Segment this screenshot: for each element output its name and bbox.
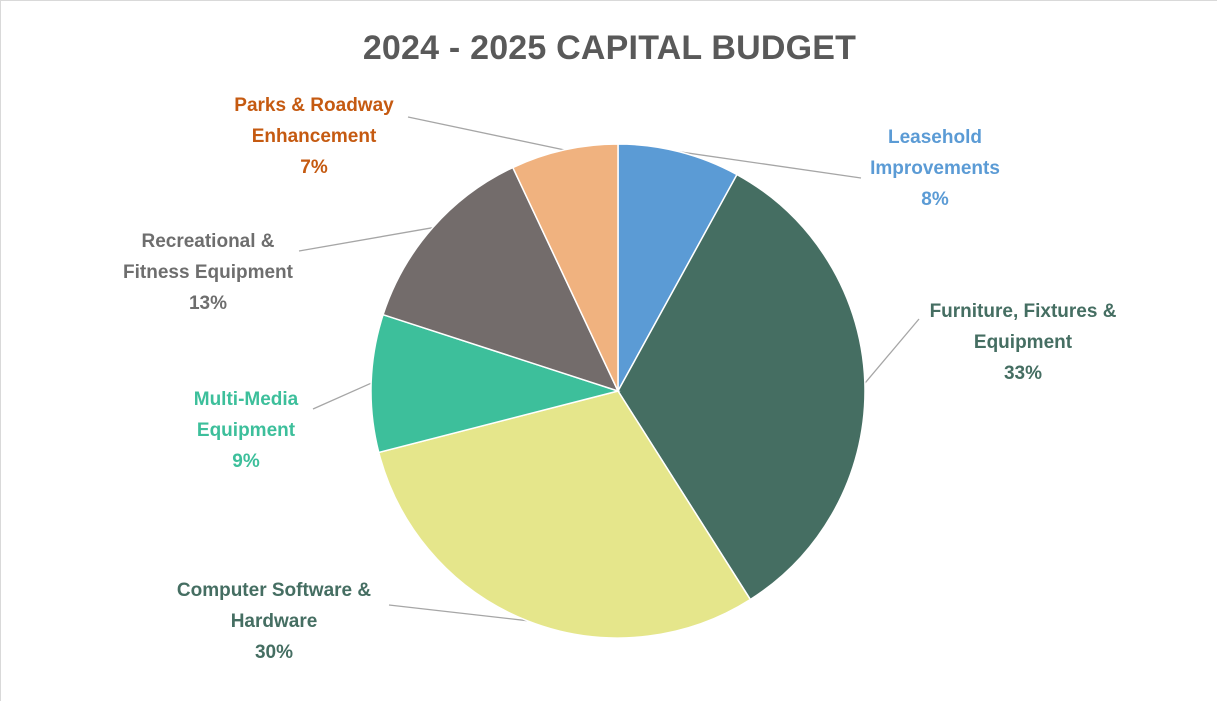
slice-category-label: Equipment bbox=[197, 420, 296, 441]
slice-label: Multi-Media Equipment 9% bbox=[194, 389, 299, 472]
slice-category-label: Fitness Equipment bbox=[123, 262, 294, 283]
slice-label: Leasehold Improvements 8% bbox=[870, 127, 1000, 210]
leader-line bbox=[407, 116, 565, 151]
pie-slice-furniture-fixtures-equipment bbox=[617, 173, 866, 601]
slice-label: Furniture, Fixtures & Equipment 33% bbox=[930, 301, 1117, 384]
leader-line bbox=[679, 151, 862, 179]
slice-label: Parks & Roadway Enhancement 7% bbox=[234, 95, 394, 178]
slice-category-label: Leasehold bbox=[888, 127, 982, 148]
leader-line bbox=[388, 604, 528, 622]
pie-slices bbox=[370, 143, 866, 639]
slice-label: Recreational & Fitness Equipment 13% bbox=[123, 231, 294, 314]
slice-value-label: 9% bbox=[232, 451, 260, 472]
chart-title: 2024 - 2025 CAPITAL BUDGET bbox=[362, 29, 857, 67]
slice-labels: Leasehold Improvements 8% Furniture, Fixtur… bbox=[123, 95, 1117, 663]
slice-category-label: Computer Software & bbox=[177, 580, 372, 601]
slice-value-label: 13% bbox=[189, 293, 227, 314]
pie-slice-recreational-fitness-equipment bbox=[382, 166, 620, 393]
leader-lines bbox=[298, 116, 920, 622]
slice-value-label: 30% bbox=[255, 642, 293, 663]
pie-slice-computer-software-hardware bbox=[377, 390, 752, 639]
slice-category-label: Multi-Media bbox=[194, 389, 299, 410]
slice-category-label: Hardware bbox=[231, 611, 318, 632]
slice-category-label: Improvements bbox=[870, 158, 1000, 179]
leader-line bbox=[298, 227, 433, 252]
slice-category-label: Enhancement bbox=[252, 126, 377, 147]
slice-value-label: 33% bbox=[1004, 363, 1042, 384]
leader-line bbox=[312, 382, 372, 410]
pie-slice-parks-roadway-enhancement bbox=[511, 143, 619, 392]
slice-category-label: Equipment bbox=[974, 332, 1073, 353]
slice-category-label: Recreational & bbox=[141, 231, 274, 252]
slice-value-label: 8% bbox=[921, 189, 949, 210]
leader-line bbox=[864, 318, 920, 384]
slice-value-label: 7% bbox=[300, 157, 328, 178]
pie-slice-multi-media-equipment bbox=[370, 313, 621, 454]
slice-label: Computer Software & Hardware 30% bbox=[177, 580, 372, 663]
pie-slice-leasehold-improvements bbox=[617, 143, 739, 392]
slice-category-label: Furniture, Fixtures & bbox=[930, 301, 1117, 322]
slice-category-label: Parks & Roadway bbox=[234, 95, 394, 116]
